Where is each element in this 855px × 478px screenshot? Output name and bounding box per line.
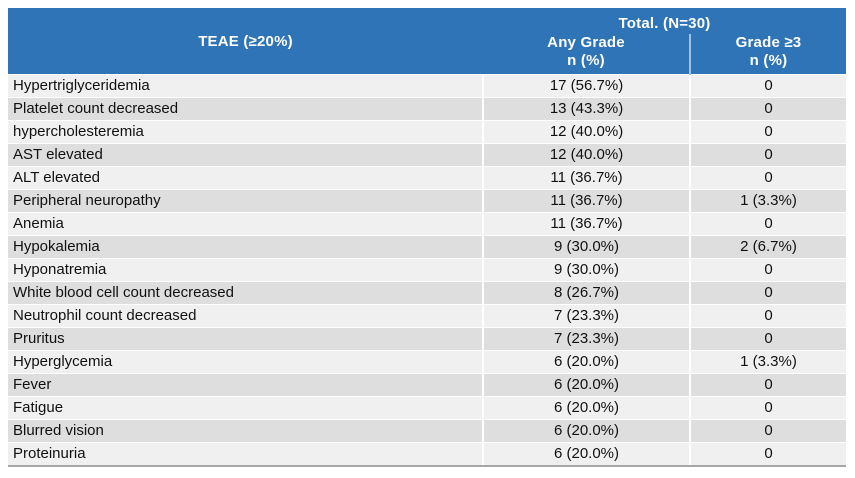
cell-grade3: 0 xyxy=(688,212,847,236)
cell-teae: AST elevated xyxy=(8,143,483,167)
cell-teae: Platelet count decreased xyxy=(8,97,483,121)
cell-grade3: 2 (6.7%) xyxy=(688,235,847,259)
table-row: Pruritus 7 (23.3%) 0 xyxy=(8,327,847,351)
table-row: Neutrophil count decreased 7 (23.3%) 0 xyxy=(8,304,847,328)
col-header-any-grade: Any Grade n (%) xyxy=(483,34,690,75)
cell-teae: Hyperglycemia xyxy=(8,350,483,374)
cell-any-grade: 6 (20.0%) xyxy=(482,419,690,443)
header-row-group: TEAE (≥20%) Total. (N=30) xyxy=(8,8,847,75)
col-header-any-grade-label: Any Grade xyxy=(547,34,625,51)
cell-teae: Fatigue xyxy=(8,396,483,420)
col-header-grade3: Grade ≥3 n (%) xyxy=(688,34,847,75)
cell-grade3: 0 xyxy=(688,396,847,420)
table-row: AST elevated 12 (40.0%) 0 xyxy=(8,143,847,167)
cell-any-grade: 13 (43.3%) xyxy=(482,97,690,121)
cell-teae: Hypokalemia xyxy=(8,235,483,259)
cell-any-grade: 7 (23.3%) xyxy=(482,304,690,328)
cell-teae: Peripheral neuropathy xyxy=(8,189,483,213)
table-row: Peripheral neuropathy 11 (36.7%) 1 (3.3%) xyxy=(8,189,847,213)
cell-grade3: 0 xyxy=(688,442,847,467)
cell-teae: Pruritus xyxy=(8,327,483,351)
table-header: TEAE (≥20%) Total. (N=30) Any Grade n (%… xyxy=(8,8,847,75)
table-row: Anemia 11 (36.7%) 0 xyxy=(8,212,847,236)
cell-any-grade: 12 (40.0%) xyxy=(482,120,690,144)
cell-grade3: 0 xyxy=(688,373,847,397)
cell-grade3: 0 xyxy=(688,143,847,167)
cell-any-grade: 9 (30.0%) xyxy=(482,235,690,259)
cell-any-grade: 6 (20.0%) xyxy=(482,442,690,467)
cell-teae: Neutrophil count decreased xyxy=(8,304,483,328)
cell-grade3: 1 (3.3%) xyxy=(688,350,847,374)
table-row: Hyponatremia 9 (30.0%) 0 xyxy=(8,258,847,282)
cell-teae: Hyponatremia xyxy=(8,258,483,282)
cell-grade3: 0 xyxy=(688,74,847,98)
cell-any-grade: 9 (30.0%) xyxy=(482,258,690,282)
table-row: ALT elevated 11 (36.7%) 0 xyxy=(8,166,847,190)
cell-grade3: 0 xyxy=(688,97,847,121)
cell-any-grade: 6 (20.0%) xyxy=(482,373,690,397)
col-header-grade3-unit: n (%) xyxy=(749,52,788,69)
col-header-grade3-label: Grade ≥3 xyxy=(735,34,802,51)
cell-any-grade: 11 (36.7%) xyxy=(482,212,690,236)
cell-any-grade: 6 (20.0%) xyxy=(482,396,690,420)
col-header-any-grade-unit: n (%) xyxy=(567,52,605,69)
col-header-total: Total. (N=30) xyxy=(483,8,847,34)
cell-teae: hypercholesteremia xyxy=(8,120,483,144)
cell-teae: Hypertriglyceridemia xyxy=(8,74,483,98)
cell-any-grade: 11 (36.7%) xyxy=(482,189,690,213)
cell-grade3: 0 xyxy=(688,281,847,305)
cell-grade3: 0 xyxy=(688,419,847,443)
col-header-teae: TEAE (≥20%) xyxy=(8,8,483,75)
table-row: Fever 6 (20.0%) 0 xyxy=(8,373,847,397)
table-row: Proteinuria 6 (20.0%) 0 xyxy=(8,442,847,467)
cell-teae: ALT elevated xyxy=(8,166,483,190)
table-row: Hypertriglyceridemia 17 (56.7%) 0 xyxy=(8,74,847,98)
cell-grade3: 0 xyxy=(688,120,847,144)
table-body: Hypertriglyceridemia 17 (56.7%) 0 Platelet … xyxy=(8,74,847,467)
table-row: Blurred vision 6 (20.0%) 0 xyxy=(8,419,847,443)
cell-any-grade: 7 (23.3%) xyxy=(482,327,690,351)
table-row: White blood cell count decreased 8 (26.7%… xyxy=(8,281,847,305)
table-row: Platelet count decreased 13 (43.3%) 0 xyxy=(8,97,847,121)
header-row-columns: Any Grade n (%) Grade ≥3 n (%) xyxy=(8,34,847,75)
cell-teae: Proteinuria xyxy=(8,442,483,467)
cell-any-grade: 11 (36.7%) xyxy=(482,166,690,190)
cell-grade3: 1 (3.3%) xyxy=(688,189,847,213)
cell-grade3: 0 xyxy=(688,166,847,190)
cell-teae: Fever xyxy=(8,373,483,397)
cell-teae: Blurred vision xyxy=(8,419,483,443)
cell-any-grade: 17 (56.7%) xyxy=(482,74,690,98)
table-row: Hyperglycemia 6 (20.0%) 1 (3.3%) xyxy=(8,350,847,374)
cell-grade3: 0 xyxy=(688,258,847,282)
teae-table: TEAE (≥20%) Total. (N=30) Any Grade n (%… xyxy=(8,8,847,467)
cell-grade3: 0 xyxy=(688,304,847,328)
cell-teae: White blood cell count decreased xyxy=(8,281,483,305)
cell-grade3: 0 xyxy=(688,327,847,351)
cell-teae: Anemia xyxy=(8,212,483,236)
table-row: hypercholesteremia 12 (40.0%) 0 xyxy=(8,120,847,144)
table-row: Hypokalemia 9 (30.0%) 2 (6.7%) xyxy=(8,235,847,259)
table-row: Fatigue 6 (20.0%) 0 xyxy=(8,396,847,420)
cell-any-grade: 12 (40.0%) xyxy=(482,143,690,167)
cell-any-grade: 8 (26.7%) xyxy=(482,281,690,305)
page: TEAE (≥20%) Total. (N=30) Any Grade n (%… xyxy=(8,8,847,467)
cell-any-grade: 6 (20.0%) xyxy=(482,350,690,374)
